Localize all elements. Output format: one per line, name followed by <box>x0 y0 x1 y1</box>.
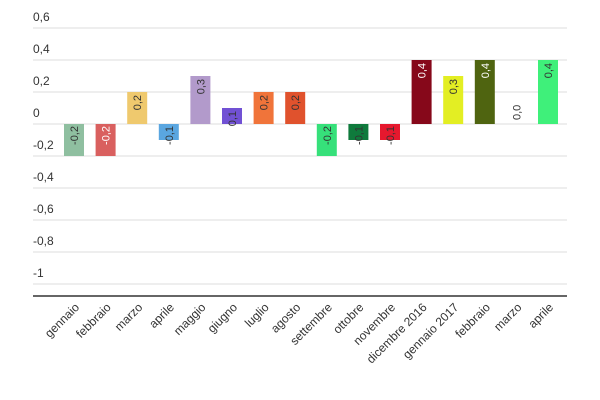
bar <box>285 92 306 124</box>
grid-lines <box>33 27 567 285</box>
bar <box>380 124 400 140</box>
data-label: -0,1 <box>385 126 397 145</box>
y-axis-ticks: 0,6 0,4 0,2 0 -0,2 -0,4 -0,6 -0,8 -1 <box>33 10 54 280</box>
y-tick-label: 0,6 <box>33 10 50 24</box>
bar <box>222 108 242 124</box>
data-label: 0,2 <box>290 95 302 110</box>
data-label: 0,1 <box>227 111 239 126</box>
x-tick-label: giugno <box>205 300 241 336</box>
data-label: -0,2 <box>322 126 334 145</box>
data-label: 0,2 <box>259 95 271 110</box>
bar <box>411 60 432 124</box>
data-labels: -0,2 -0,2 0,2 -0,1 0,3 0,1 0,2 0,2 -0,2 -0,1 -0,1 0… <box>69 63 555 145</box>
x-tick-label: febbraio <box>452 300 493 341</box>
x-tick-label: aprile <box>525 300 556 331</box>
bar <box>538 60 558 124</box>
data-label: 0,3 <box>448 79 460 94</box>
x-tick-label: maggio <box>171 300 209 338</box>
bar <box>474 60 495 124</box>
bar <box>443 76 464 124</box>
bar <box>348 124 369 140</box>
data-label: -0,1 <box>164 126 176 145</box>
bar <box>190 76 211 124</box>
y-tick-label: -0,4 <box>33 170 54 184</box>
bar <box>316 124 337 156</box>
bar <box>95 124 116 156</box>
data-label: 0,0 <box>511 105 523 120</box>
data-label: 0,2 <box>132 95 144 110</box>
y-tick-label: 0,2 <box>33 74 50 88</box>
bar <box>64 124 84 156</box>
data-label: 0,4 <box>417 63 429 78</box>
x-tick-label: marzo <box>491 300 525 334</box>
y-tick-label: 0 <box>33 106 40 120</box>
data-label: 0,4 <box>543 63 555 78</box>
data-label: -0,2 <box>101 126 113 145</box>
data-label: 0,4 <box>480 63 492 78</box>
data-label: 0,3 <box>195 79 207 94</box>
y-tick-label: -0,6 <box>33 202 54 216</box>
y-tick-label: -1 <box>33 266 44 280</box>
x-tick-label: febbraio <box>73 300 114 341</box>
y-tick-label: -0,2 <box>33 138 54 152</box>
y-tick-label: -0,8 <box>33 234 54 248</box>
bar <box>253 92 274 124</box>
data-label: -0,2 <box>69 126 81 145</box>
y-tick-label: 0,4 <box>33 42 50 56</box>
x-tick-label: marzo <box>112 300 146 334</box>
bar <box>127 92 148 124</box>
data-label: -0,1 <box>353 126 365 145</box>
bars <box>64 60 558 156</box>
bar <box>158 124 179 140</box>
